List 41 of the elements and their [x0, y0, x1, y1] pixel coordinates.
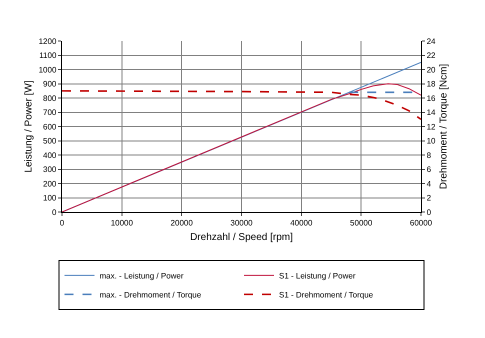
y2-tick-label: 10 — [426, 136, 436, 146]
y-tick-label: 700 — [43, 108, 57, 118]
legend-label: max. - Leistung / Power — [100, 272, 184, 280]
y-tick-label: 1000 — [38, 65, 57, 74]
y-tick-label: 400 — [43, 150, 57, 160]
x-tick-label: 20000 — [170, 218, 194, 228]
y-tick-label: 100 — [43, 194, 57, 203]
line-series — [62, 90, 421, 120]
y2-tick-label: 2 — [426, 194, 432, 203]
y2-tick-label: 18 — [426, 80, 436, 89]
legend-label: S1 - Drehmoment / Torque — [279, 290, 374, 300]
y2-axis-title: Drehmoment / Torque [Ncm] — [438, 64, 450, 190]
y-axis-title: Leistung / Power [W] — [24, 80, 35, 173]
y2-tick-label: 8 — [426, 150, 432, 160]
y-tick-label: 0 — [52, 208, 57, 217]
y-tick-label: 600 — [43, 122, 57, 132]
y2-tick-label: 24 — [426, 36, 436, 46]
y2-tick-label: 14 — [426, 108, 436, 118]
x-tick-label: 0 — [60, 218, 65, 228]
y-tick-label: 500 — [43, 136, 57, 146]
y-tick-label: 200 — [43, 179, 57, 188]
y2-tick-label: 22 — [426, 51, 436, 60]
x-tick-label: 50000 — [350, 218, 373, 228]
y2-tick-label: 6 — [426, 165, 432, 174]
y2-tick-label: 0 — [426, 208, 432, 217]
y2-tick-label: 12 — [426, 122, 436, 132]
x-axis-title: Drehzahl / Speed [rpm] — [190, 232, 294, 244]
y2-tick-label: 20 — [426, 65, 436, 74]
y2-tick-label: 4 — [426, 179, 432, 188]
x-tick-label: 40000 — [290, 218, 313, 228]
y-tick-label: 1100 — [39, 51, 57, 60]
y-tick-label: 300 — [43, 165, 57, 174]
y-tick-label: 900 — [43, 80, 57, 89]
x-tick-label: 30000 — [230, 218, 254, 228]
y2-tick-label: 16 — [426, 94, 436, 103]
legend-label: max. - Drehmoment / Torque — [100, 290, 202, 300]
x-tick-label: 60000 — [410, 218, 433, 228]
legend-label: S1 - Leistung / Power — [279, 272, 356, 280]
x-tick-label: 10000 — [110, 218, 134, 228]
y-tick-label: 800 — [43, 94, 57, 103]
y-tick-label: 1200 — [38, 36, 57, 46]
